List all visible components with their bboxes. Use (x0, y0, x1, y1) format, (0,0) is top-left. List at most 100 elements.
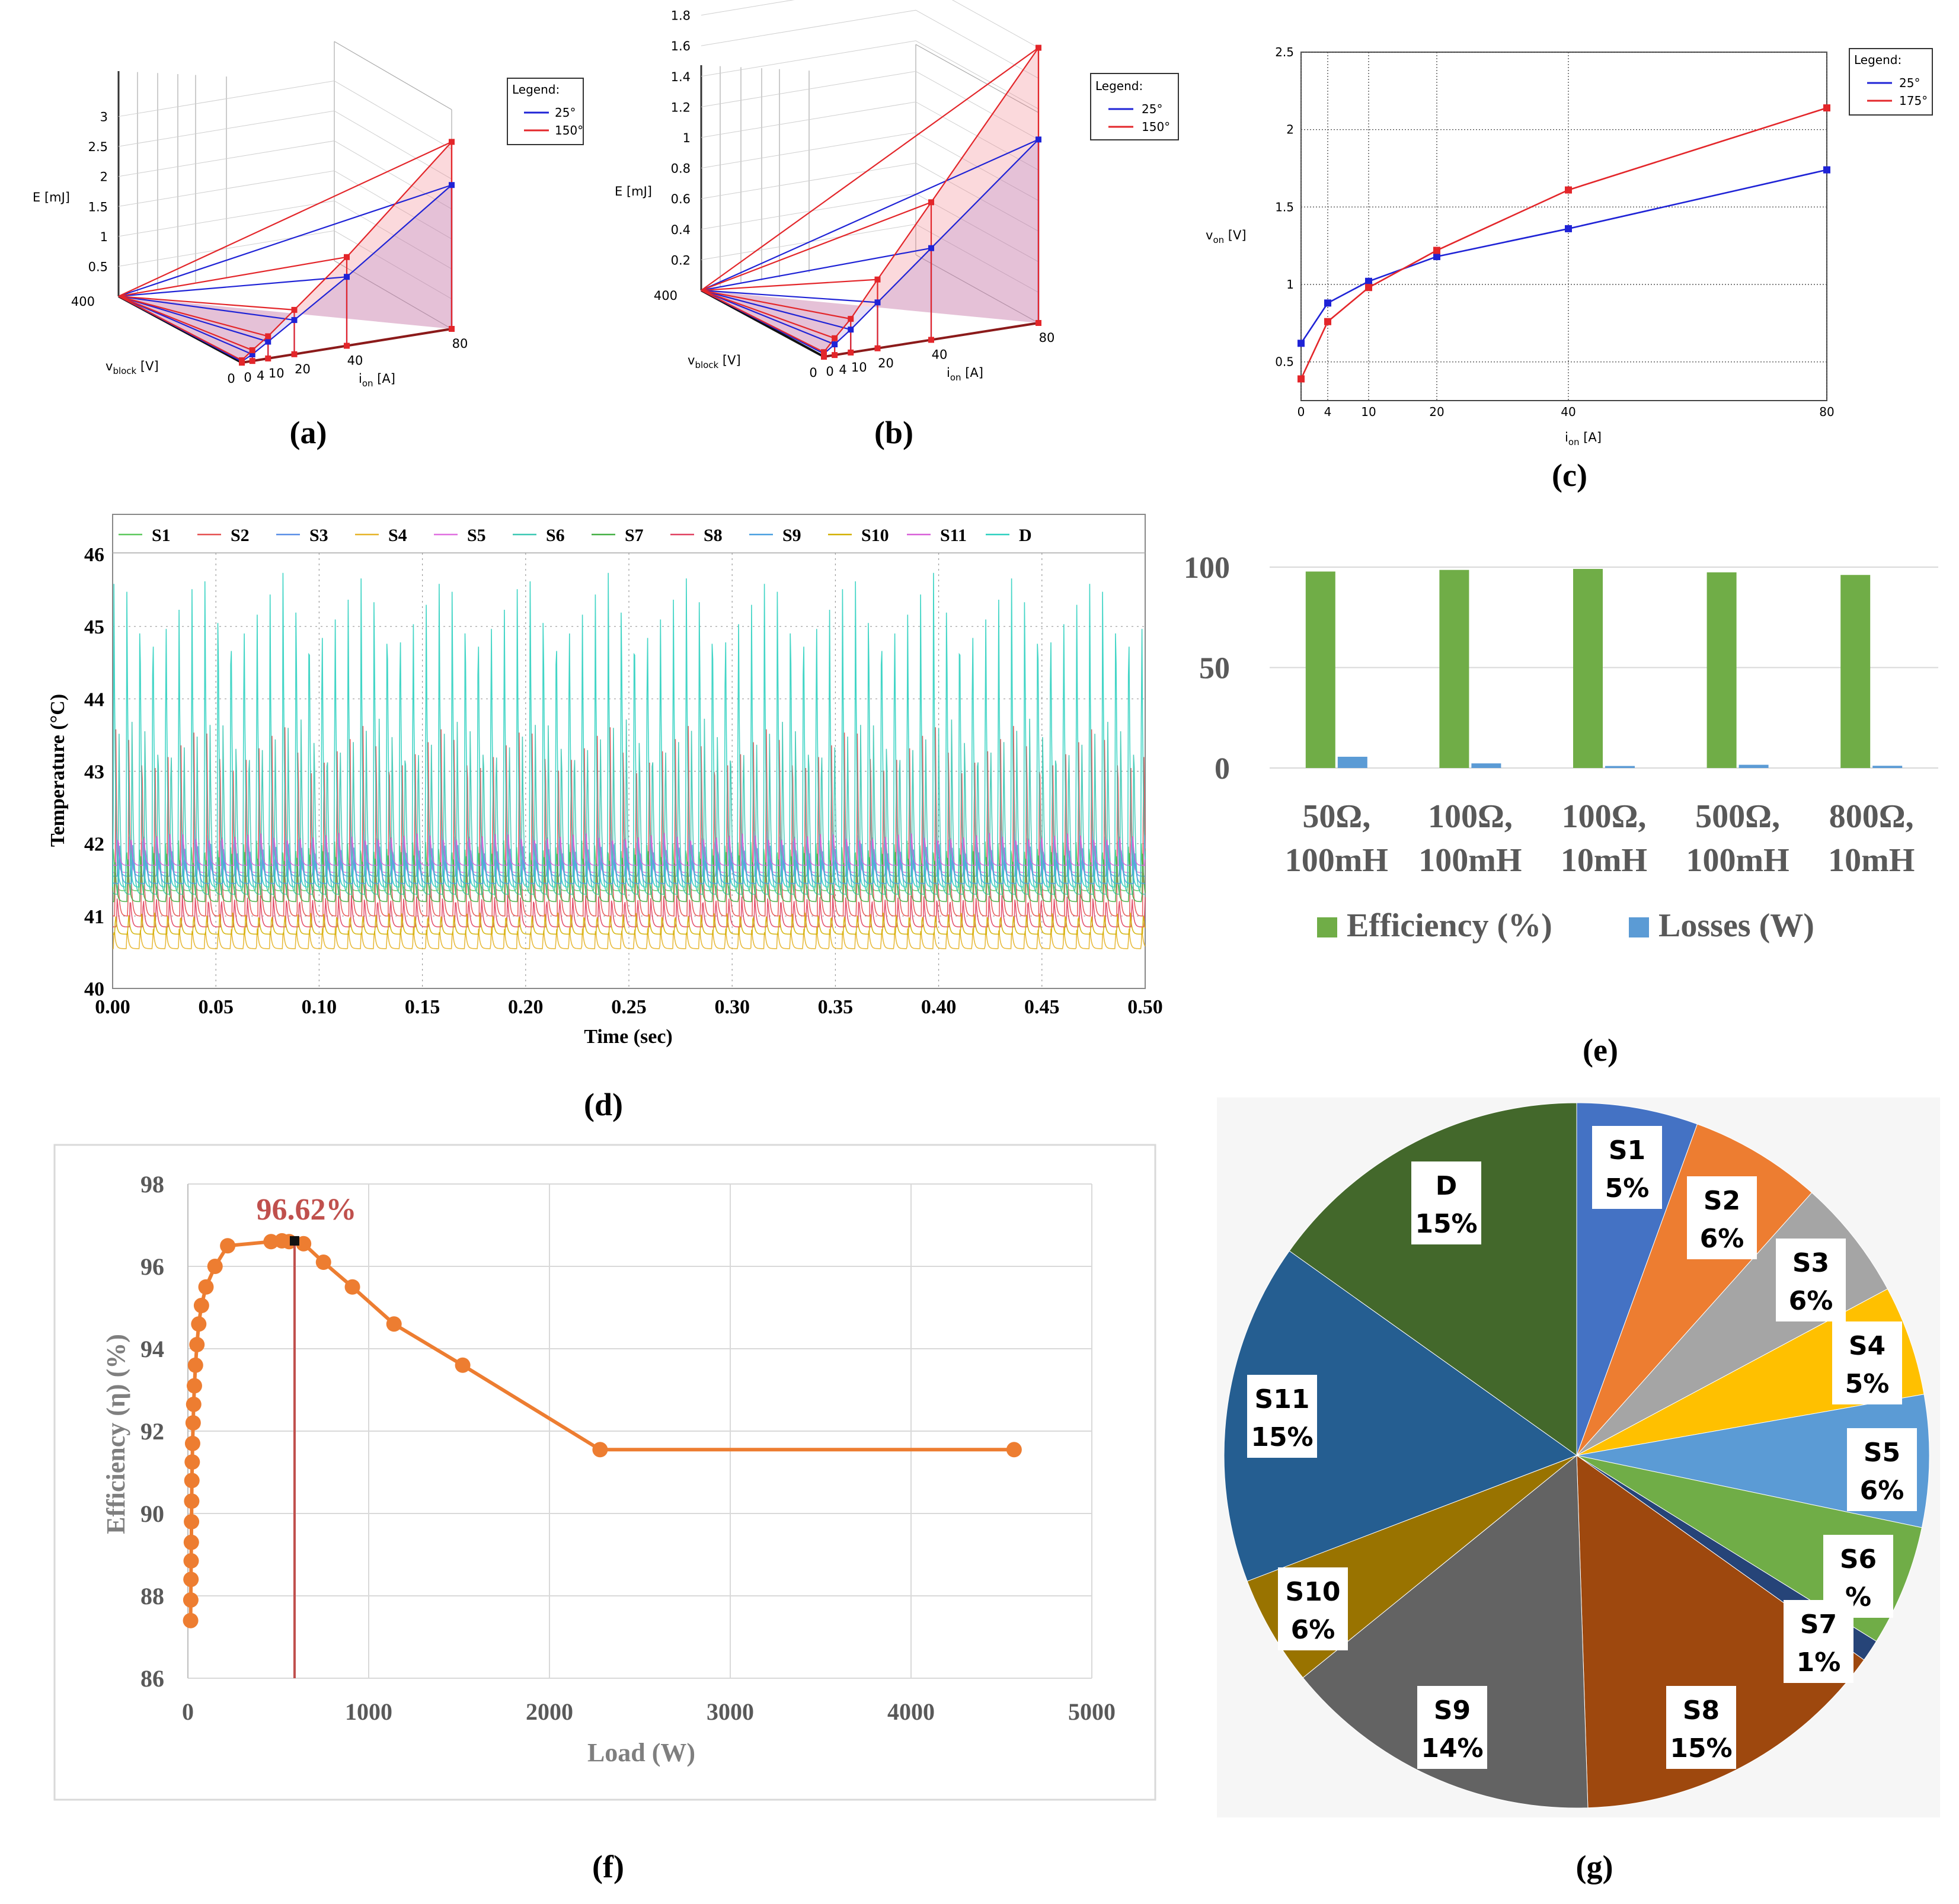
panel-c-point (1365, 284, 1372, 292)
panel-f-xlabel: Load (W) (587, 1738, 695, 1767)
panel-a-v-tick: 400 (71, 295, 95, 309)
panel-d-series-d (112, 572, 1146, 888)
pie-label-box-s11 (1247, 1375, 1317, 1458)
panel-b-point-150 (928, 199, 934, 206)
panel-b-legend-150: 150° (1142, 120, 1170, 134)
panel-a-wall-grid-h (118, 110, 452, 180)
panel-c-point (1565, 186, 1572, 194)
pie-label-box-s2 (1687, 1176, 1757, 1259)
panel-a-legend-25: 25° (555, 105, 576, 120)
panel-e-bar-losses (1739, 764, 1769, 768)
panel-a-point-25 (449, 182, 455, 188)
panel-c: (c) von [V] ion [A] Legend: 25° 175° 0 4 1… (1206, 45, 1933, 493)
panel-c-point (1324, 299, 1331, 307)
panel-b-point-25 (848, 327, 854, 333)
panel-a-point-150 (344, 254, 350, 260)
panel-f-point (189, 1337, 205, 1353)
panel-g: (g) S15% S26%S36%S45%S56%S6%S71%S815%S914… (1217, 1097, 1940, 1884)
panel-a-floor-point (239, 360, 245, 366)
panel-e-bar-losses (1471, 763, 1501, 768)
panel-d-series-s10 (112, 913, 1146, 935)
panel-b-legend-box (1090, 73, 1179, 140)
panel-b-ilabel: ion [A] (947, 366, 983, 383)
panel-a-point-150 (291, 306, 298, 313)
pie-label-name-s5: S5 (1864, 1438, 1900, 1468)
panel-f-x-tick: 2000 (526, 1698, 573, 1725)
panel-a-legend-title: Legend: (512, 82, 560, 97)
panel-a-s25-ridge (267, 319, 295, 343)
panel-f-point (184, 1473, 200, 1489)
panel-b-s150-ridge (931, 47, 1039, 203)
panel-b-v-tick: 400 (654, 289, 677, 303)
panel-d-ylabel: Temperature (°C) (47, 694, 69, 847)
panel-b-legend: Legend: 25° 150° (1090, 73, 1179, 140)
panel-a-vlabel: vblock [V] (106, 359, 159, 376)
panel-a-point-25 (249, 351, 255, 358)
panel-e-label: (e) (1583, 1032, 1618, 1068)
panel-a-s150-edge-v (118, 296, 242, 361)
pie-label-value-s4: 5% (1845, 1369, 1890, 1399)
panel-a-surface-150 (119, 142, 452, 360)
panel-a-s25-edge-v (118, 276, 347, 297)
panel-b-floor-point (1036, 320, 1041, 326)
panel-a-s150-edge-v (118, 141, 452, 297)
panel-a-point-150 (449, 139, 455, 145)
pie-label-box-s4 (1832, 1321, 1902, 1404)
panel-c-xlabel: ion [A] (1565, 430, 1602, 447)
pie-label-name-s4: S4 (1849, 1331, 1886, 1361)
pie-label-box-s10 (1278, 1567, 1348, 1650)
panel-d-y-tick: 46 (84, 544, 104, 566)
panel-a-v-tick: 0 (227, 372, 235, 386)
panel-c-point (1298, 340, 1305, 347)
panel-e-bar-efficiency (1573, 569, 1603, 768)
pie-slice-s11 (1223, 1250, 1578, 1582)
panel-e-category-line1: 100Ω, (1562, 798, 1647, 835)
panel-a-s25-ridge (346, 184, 452, 278)
panel-f-point (183, 1534, 199, 1550)
panel-f-y-tick: 88 (140, 1583, 164, 1609)
panel-a-s25-edge-v (118, 295, 295, 321)
panel-a: (a) E [mJ] vblock [V] ion [A] Legend: 25… (33, 41, 584, 450)
panel-f-y-tick: 98 (140, 1171, 164, 1198)
panel-a-s150-edge-v (118, 295, 253, 351)
panel-b-point-150 (832, 335, 838, 341)
panel-c-legend-175: 175° (1899, 94, 1928, 108)
panel-d-x-tick: 0.00 (95, 996, 130, 1018)
panel-b-wall-top-right (915, 44, 1039, 113)
panel-f-x-tick: 0 (182, 1698, 194, 1725)
panel-e-bar-losses (1337, 757, 1367, 768)
panel-c-point (1324, 318, 1331, 325)
panel-a-legend-150: 150° (555, 123, 583, 137)
panel-f-point (184, 1493, 200, 1509)
panel-a-legend: Legend: 25° 150° (507, 78, 584, 145)
panel-b-surface-25 (701, 139, 1038, 354)
panel-e-bar-losses (1872, 766, 1903, 768)
pie-label-name-s3: S3 (1792, 1248, 1829, 1278)
panel-d-x-tick: 0.45 (1024, 996, 1060, 1018)
panel-f-peak-annotation: 96.62% (256, 1193, 356, 1227)
panel-e-legend-swatch-efficiency (1317, 917, 1337, 937)
panel-d-label: (d) (584, 1087, 623, 1122)
panel-f: (f) Load (W) Efficiency (η) (%) 0 1000 200… (53, 1144, 1156, 1884)
panel-a-z-tick: 1.5 (88, 200, 108, 214)
panel-e-bar-efficiency (1305, 571, 1335, 768)
panel-c-y-tick: 0.5 (1275, 355, 1294, 369)
panel-b-s150-edge-v (701, 47, 1039, 291)
panel-f-x-tick: 4000 (887, 1698, 935, 1725)
pie-label-name-s2: S2 (1704, 1186, 1740, 1216)
panel-d-legend-s7: S7 (625, 526, 644, 545)
panel-d-legend-s9: S9 (782, 526, 801, 545)
panel-b-point-150 (874, 276, 881, 283)
panel-b-wall-grid-h (701, 40, 1039, 110)
panel-c-point (1365, 277, 1372, 285)
panel-e-y-tick: 50 (1199, 652, 1230, 686)
panel-a-s150-ridge (293, 257, 347, 311)
panel-a-i-tick: 4 (257, 369, 264, 383)
panel-f-point (183, 1592, 199, 1608)
panel-a-z-tick: 2 (100, 170, 108, 184)
panel-f-x-tick: 5000 (1068, 1698, 1116, 1725)
panel-a-i-tick: 10 (269, 366, 285, 380)
panel-d-legend-s1: S1 (152, 526, 171, 545)
panel-b-s150-edge-v (701, 289, 851, 320)
